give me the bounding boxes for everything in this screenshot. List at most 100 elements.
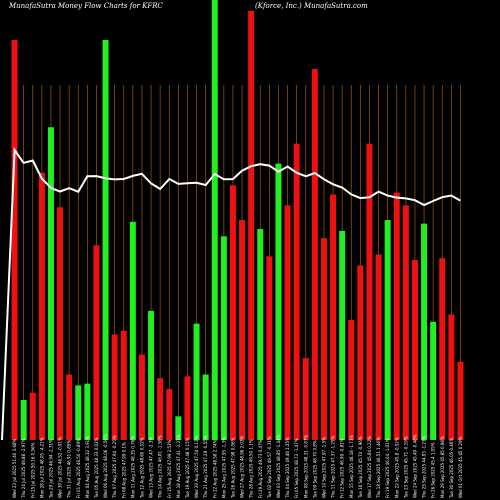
bar (84, 383, 91, 440)
bar (166, 389, 173, 440)
date-label: Mon 28 Jul 2025 48.05 -4.21% (39, 437, 44, 498)
date-label: Thu 28 Aug 2025 49.50 1.1% (249, 439, 254, 499)
bar (57, 207, 64, 440)
date-label: Fri 15 Aug 2025 47.99 2.53% (167, 439, 172, 498)
date-label: Tue 09 Sep 2025 48.70 0.8% (312, 440, 317, 499)
bar (311, 69, 318, 440)
bar (157, 378, 164, 440)
bar (284, 205, 291, 440)
date-label: Fri 05 Sep 2025 48.73 -1.47% (294, 438, 299, 498)
bar (202, 374, 209, 440)
date-label: Mon 25 Aug 2025 47.95 -1.3% (221, 437, 226, 498)
date-label: Mon 15 Sep 2025 46.18 -1.73% (349, 435, 354, 498)
date-label: Fri 29 Aug 2025 49.73 0.47% (258, 439, 263, 498)
date-label: Thu 24 Jul 2025 49.88 -2.97% (21, 438, 26, 499)
date-label: Wed 17 Sep 2025 45.84 0.22% (367, 436, 372, 498)
bar (366, 143, 373, 441)
bar (375, 254, 382, 440)
bar (402, 205, 409, 440)
bar (448, 314, 455, 440)
bar (330, 194, 337, 440)
bar (38, 172, 45, 440)
date-label: Wed 03 Sep 2025 48.85 -1.44% (276, 434, 281, 498)
date-label: Thu 14 Aug 2025 46.81 -1.38% (158, 435, 163, 499)
date-label: Wed 01 Oct 2025 45.45 0.29% (458, 436, 463, 498)
date-label: Tue 26 Aug 2025 47.98 0.06% (230, 437, 235, 499)
bar (457, 361, 464, 440)
bar (175, 416, 182, 440)
date-label: Wed 20 Aug 2025 47.54 0.13% (194, 435, 199, 498)
bar (138, 354, 145, 440)
bar (193, 323, 200, 440)
bar (75, 385, 82, 440)
bar (129, 221, 136, 440)
date-label: Tue 29 Jul 2025 46.94 -2.31% (48, 439, 53, 499)
bar (266, 256, 273, 440)
date-label: Tue 23 Sep 2025 45.71 -0.19% (403, 436, 408, 499)
date-label: Tue 05 Aug 2025 48.33 0.02% (94, 437, 99, 499)
date-label: Mon 29 Sep 2025 45.85 0.98% (440, 436, 445, 498)
bar (239, 220, 246, 440)
date-label: Tue 30 Sep 2025 46.05 0.46% (449, 438, 454, 499)
date-label: Thu 07 Aug 2025 47.94 -0.25% (112, 435, 117, 499)
bar (339, 230, 346, 440)
date-label: Mon 22 Sep 2025 45.8 -0.52% (394, 437, 399, 498)
date-label: Wed 27 Aug 2025 48.96 2.03% (240, 435, 245, 498)
date-label: Wed 24 Sep 2025 45.49 -0.48% (412, 434, 417, 498)
date-label: Tue 16 Sep 2025 45.74 -0.96% (358, 436, 363, 499)
bar (393, 192, 400, 440)
date-label: Thu 18 Sep 2025 46.51 1.46% (376, 437, 381, 499)
bar (120, 330, 127, 440)
bar (248, 10, 255, 441)
bar (29, 392, 36, 440)
bar (320, 238, 327, 440)
date-label: Fri 25 Jul 2025 50.16 0.56% (30, 442, 35, 498)
bar (293, 143, 300, 441)
bar (211, 0, 218, 440)
bar (411, 260, 418, 440)
bar (257, 229, 264, 440)
date-label: Fri 26 Sep 2025 45.4 1.05% (431, 442, 436, 498)
bar (47, 127, 54, 440)
chart-title-left: MunafaSutra Money Flow Charts for KFRC (8, 2, 163, 10)
date-label: Thu 21 Aug 2025 47.28 -0.55% (203, 435, 208, 499)
bar (148, 310, 155, 440)
date-label: Fri 01 Aug 2025 46.50 -0.89% (76, 438, 81, 498)
date-label: Thu 31 Jul 2025 46.91 0.85% (67, 440, 72, 499)
bar (302, 358, 309, 440)
date-label: Mon 18 Aug 2025 47.41 -1.21% (176, 434, 181, 498)
date-label: Mon 04 Aug 2025 48.32 3.91% (85, 436, 90, 498)
date-label: Wed 13 Aug 2025 47.47 -2.3% (149, 437, 154, 498)
date-label: Fri 22 Aug 2025 48.58 2.74% (212, 439, 217, 498)
date-label: Thu 25 Sep 2025 44.93 -1.23% (422, 436, 427, 499)
bar (384, 220, 391, 440)
chart-title-right: (Kforce, Inc.) MunafaSutra.com (255, 2, 368, 10)
date-label: Thu 04 Sep 2025 49.46 1.25% (285, 437, 290, 499)
bar (439, 258, 446, 440)
date-label: Tue 12 Aug 2025 48.60 0.52% (139, 437, 144, 499)
date-label: Fri 12 Sep 2025 46.99 -0.81% (340, 438, 345, 498)
date-label: Mon 11 Aug 2025 48.35 0.76% (130, 436, 135, 498)
date-label: Fri 08 Aug 2025 47.99 0.1% (121, 442, 126, 498)
date-label: Wed 23 Jul 2025 51.40 3.68% (12, 438, 17, 498)
bar (93, 245, 100, 440)
date-label: Wed 30 Jul 2025 46.52 -0.91% (58, 437, 63, 498)
bar (102, 40, 109, 440)
bar (430, 321, 437, 440)
date-label: Tue 19 Aug 2025 47.48 0.15% (185, 437, 190, 499)
bar (220, 236, 227, 440)
bar (275, 163, 282, 441)
bar (421, 223, 428, 440)
date-label: Thu 11 Sep 2025 47.37 -1.25% (331, 436, 336, 499)
bar (184, 376, 191, 440)
date-label: Mon 08 Sep 2025 48.31 -0.87% (303, 435, 308, 498)
date-label: Fri 19 Sep 2025 46.04 -1.01% (385, 438, 390, 498)
bar (66, 374, 73, 440)
date-label: Tue 02 Sep 2025 49.57 -0.31% (267, 436, 272, 499)
price-line (1, 147, 461, 441)
date-label: Wed 10 Sep 2025 47.97 -1.5% (321, 437, 326, 498)
date-labels: Wed 23 Jul 2025 51.40 3.68% Thu 24 Jul 20… (12, 434, 463, 499)
bar (20, 400, 27, 440)
bar (111, 334, 118, 440)
